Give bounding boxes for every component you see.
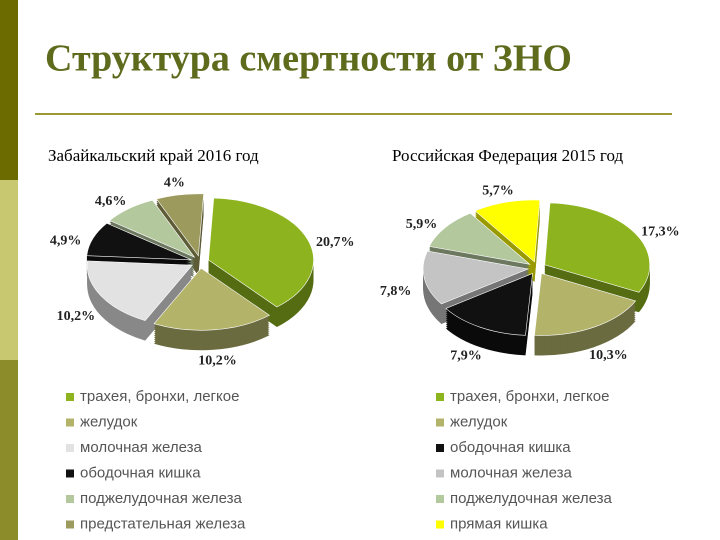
value-label: 17,3% <box>641 225 680 240</box>
legend-label: трахея, бронхи, легкое <box>80 388 239 405</box>
side-stripe <box>0 180 18 360</box>
value-label: 20,7% <box>316 235 355 250</box>
legend-swatch <box>436 495 444 503</box>
value-label: 10,2% <box>198 354 237 369</box>
pie-slice <box>155 193 204 257</box>
legend-swatch <box>436 444 444 452</box>
value-label: 5,9% <box>406 217 438 232</box>
legend-label: трахея, бронхи, легкое <box>450 388 609 405</box>
pie-slice <box>474 199 541 263</box>
value-label: 10,2% <box>57 309 96 324</box>
legend-label: желудок <box>450 413 508 430</box>
pie-slice <box>544 202 651 293</box>
chart-title: Забайкальский край 2016 год <box>48 146 259 165</box>
legend-swatch <box>66 469 74 478</box>
legend-label: поджелудочная железа <box>80 490 243 507</box>
value-label: 4,9% <box>50 233 82 248</box>
slide-title: Структура смертности от ЗНО <box>45 38 572 80</box>
legend-swatch <box>436 393 444 401</box>
legend-label: ободочная кишка <box>80 464 201 481</box>
pie-slice <box>428 212 531 265</box>
value-label: 10,3% <box>589 348 628 363</box>
chart-title: Российская Федерация 2015 год <box>392 146 623 165</box>
legend-label: прямая кишка <box>450 515 548 532</box>
value-label: 5,7% <box>482 184 514 199</box>
legend-label: поджелудочная железа <box>450 490 613 507</box>
value-label: 7,9% <box>450 348 482 363</box>
pie-slice <box>153 267 271 331</box>
legend-swatch <box>436 469 444 478</box>
value-label: 4,6% <box>95 194 127 209</box>
side-stripe <box>0 360 18 540</box>
legend-label: желудок <box>80 413 138 430</box>
pie-slice <box>422 250 530 305</box>
pie-slice <box>445 273 533 336</box>
legend-swatch <box>436 520 444 529</box>
legend-label: молочная железа <box>450 464 573 481</box>
legend-swatch <box>66 495 74 503</box>
legend-swatch <box>66 393 74 401</box>
side-stripe <box>0 0 18 180</box>
legend-label: предстательная железа <box>80 515 246 532</box>
value-label: 7,8% <box>380 284 412 299</box>
legend-swatch <box>436 418 444 427</box>
pie-slice <box>86 222 192 261</box>
legend-label: молочная железа <box>80 439 203 456</box>
legend-swatch <box>66 444 74 452</box>
pie-slice <box>86 260 193 321</box>
pie-slice <box>534 273 637 336</box>
legend-label: ободочная кишка <box>450 439 571 456</box>
value-label: 4% <box>164 176 185 191</box>
pie-slice <box>109 199 196 258</box>
pie-slice <box>208 197 314 308</box>
legend-swatch <box>66 418 74 427</box>
legend-swatch <box>66 520 74 529</box>
